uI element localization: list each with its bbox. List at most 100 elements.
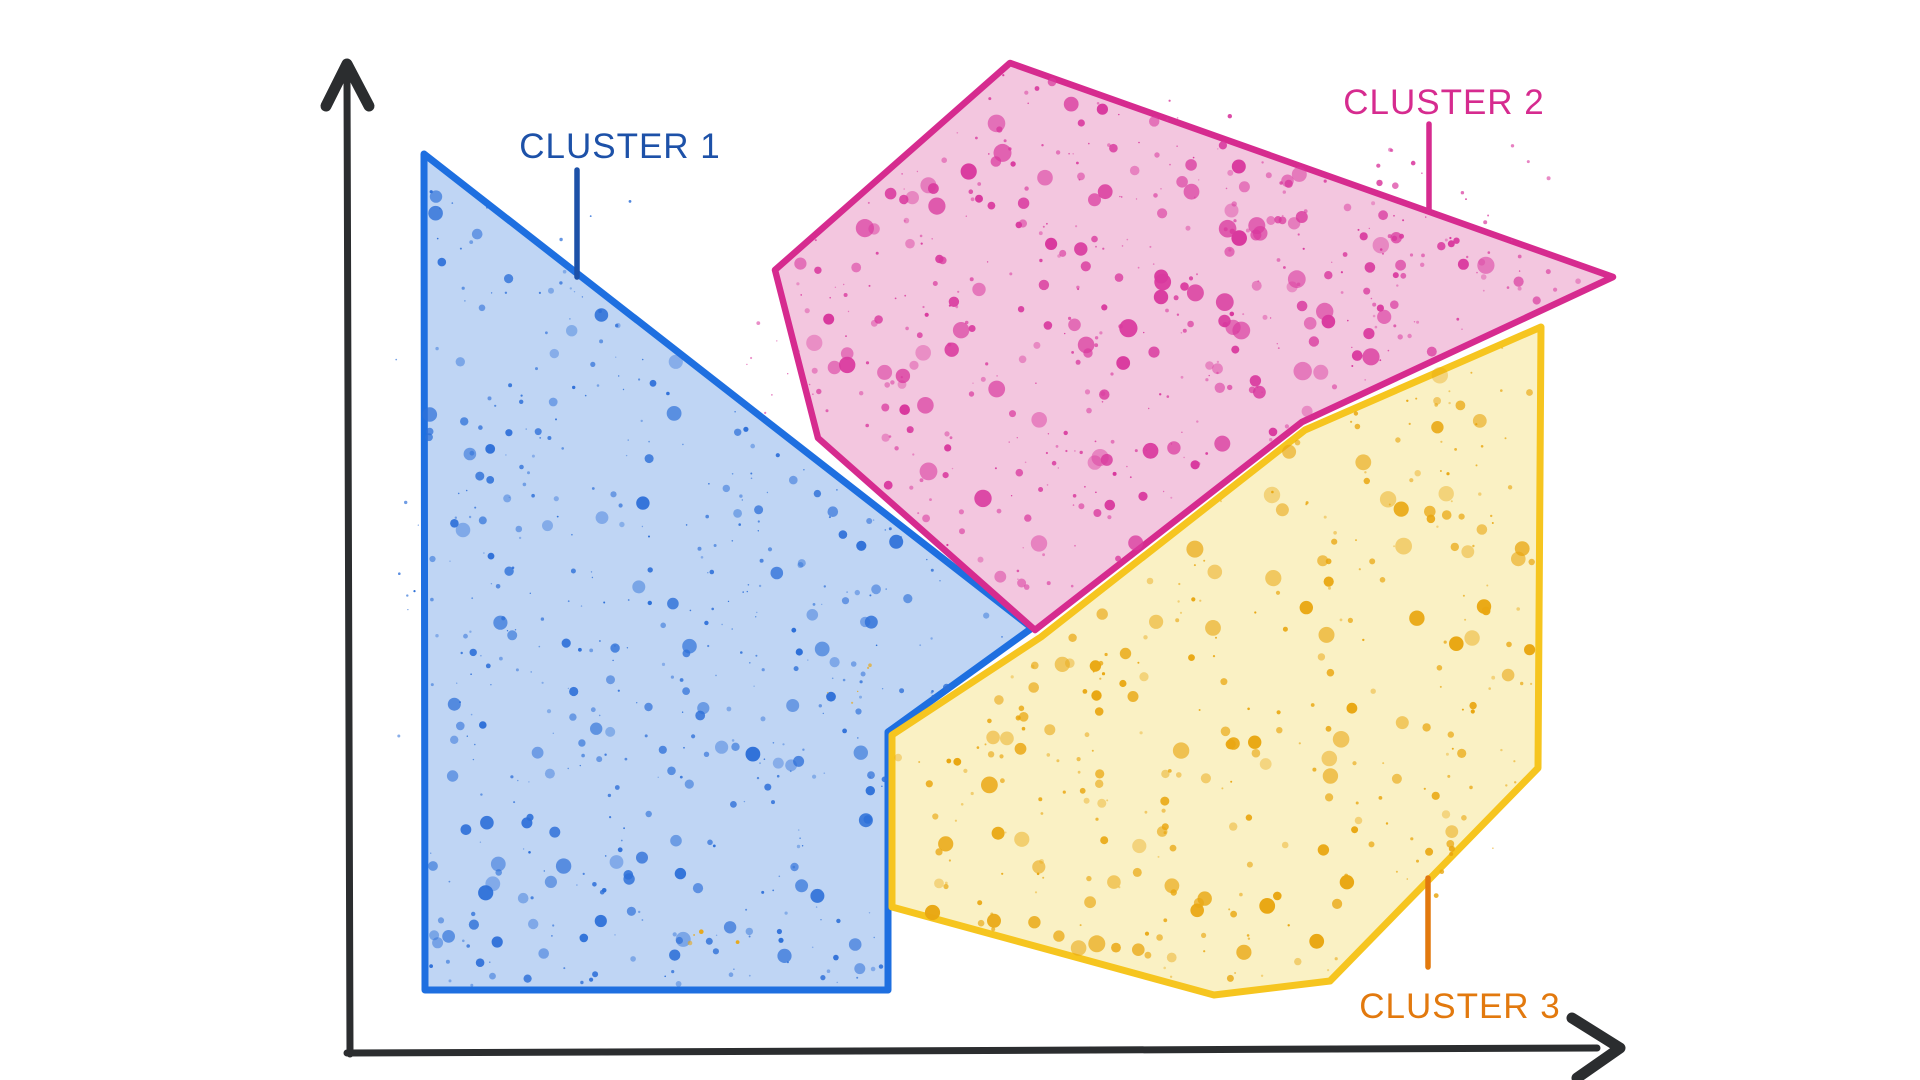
scatter-dot: [514, 629, 517, 631]
scatter-dot: [1057, 254, 1061, 258]
scatter-dot: [1043, 321, 1053, 330]
scatter-dot: [1461, 815, 1467, 821]
scatter-dot: [1139, 672, 1149, 682]
scatter-dot: [823, 585, 826, 588]
scatter-dot: [1126, 238, 1129, 241]
scatter-dot: [793, 666, 799, 672]
scatter-dot: [899, 404, 910, 416]
scatter-dot: [674, 867, 687, 880]
scatter-dot: [856, 540, 867, 551]
scatter-dot: [894, 446, 899, 451]
scatter-dot: [1298, 742, 1301, 745]
scatter-dot: [529, 592, 531, 594]
scatter-dot: [1156, 934, 1163, 941]
scatter-dot: [1037, 169, 1053, 186]
scatter-dot: [670, 834, 682, 847]
scatter-dot: [723, 921, 737, 934]
scatter-dot: [1420, 262, 1425, 267]
scatter-dot: [771, 800, 775, 805]
scatter-dot: [1409, 610, 1425, 626]
scatter-dot: [508, 496, 510, 499]
scatter-dot: [456, 721, 465, 731]
scatter-dot: [510, 775, 514, 779]
scatter-dot: [1010, 495, 1013, 497]
scatter-dot: [474, 506, 477, 509]
scatter-dot: [836, 981, 838, 984]
scatter-dot: [1382, 762, 1385, 765]
scatter-dot: [1472, 544, 1475, 548]
scatter-dot: [1035, 382, 1037, 385]
scatter-dot: [1111, 942, 1121, 953]
scatter-dot: [796, 282, 800, 286]
scatter-dot: [1014, 831, 1030, 847]
scatter-dot: [535, 367, 538, 371]
scatter-dot: [1447, 774, 1451, 778]
scatter-dot: [1340, 271, 1343, 274]
scatter-dot: [1276, 343, 1279, 345]
scatter-dot: [1017, 197, 1030, 209]
scatter-dot: [874, 315, 883, 324]
scatter-dot: [1161, 823, 1169, 831]
scatter-dot: [610, 643, 620, 653]
scatter-dot: [1080, 261, 1091, 272]
scatter-dot: [552, 732, 554, 734]
scatter-dot: [569, 318, 571, 320]
scatter-dot: [1166, 952, 1177, 963]
scatter-dot: [1395, 870, 1398, 873]
scatter-dot: [1391, 235, 1398, 241]
scatter-dot: [1323, 515, 1327, 519]
scatter-dot: [1310, 703, 1315, 707]
scatter-dot: [463, 633, 468, 639]
scatter-dot: [636, 851, 648, 864]
scatter-dot: [615, 356, 617, 358]
scatter-dot: [1281, 214, 1284, 217]
scatter-dot: [449, 560, 451, 562]
scatter-dot: [1137, 266, 1140, 269]
scatter-dot: [1233, 219, 1237, 223]
scatter-dot: [1179, 611, 1183, 614]
scatter-dot: [669, 949, 681, 961]
scatter-dot: [1284, 179, 1293, 188]
scatter-dot: [864, 615, 878, 629]
scatter-dot: [1323, 179, 1327, 183]
scatter-dot: [715, 740, 729, 754]
scatter-dot: [666, 391, 670, 396]
scatter-dot: [1273, 891, 1282, 901]
scatter-dot: [429, 190, 443, 203]
scatter-dot: [515, 668, 519, 672]
scatter-dot: [1077, 288, 1080, 291]
scatter-dot: [1186, 284, 1204, 302]
scatter-dot: [1145, 449, 1148, 451]
scatter-dot: [1208, 374, 1210, 377]
scatter-dot: [1220, 678, 1228, 686]
scatter-dot: [1388, 503, 1391, 506]
scatter-dot: [712, 948, 720, 955]
scatter-dot: [1078, 503, 1085, 510]
cluster-1-region: [420, 150, 1036, 994]
scatter-dot: [1248, 735, 1262, 749]
scatter-dot: [1331, 261, 1333, 263]
scatter-dot: [1021, 726, 1026, 731]
scatter-dot: [836, 489, 838, 491]
scatter-dot: [1392, 182, 1399, 189]
scatter-dot: [531, 493, 535, 498]
scatter-dot: [1475, 423, 1478, 426]
scatter-dot: [1265, 570, 1282, 587]
scatter-dot: [1439, 470, 1442, 472]
scatter-dot: [1114, 273, 1124, 282]
scatter-dot: [1077, 119, 1085, 127]
scatter-dot: [1149, 245, 1152, 248]
scatter-dot: [684, 779, 694, 789]
scatter-dot: [599, 889, 605, 895]
scatter-dot: [461, 286, 465, 290]
scatter-dot: [1226, 974, 1234, 982]
scatter-dot: [1242, 313, 1245, 316]
scatter-dot: [948, 296, 960, 307]
scatter-dot: [1382, 252, 1384, 255]
scatter-dot: [987, 201, 996, 210]
scatter-dot: [707, 839, 713, 846]
scatter-dot: [949, 436, 953, 440]
scatter-dot: [580, 980, 584, 985]
scatter-dot: [1466, 255, 1469, 259]
scatter-dot: [1379, 359, 1382, 362]
